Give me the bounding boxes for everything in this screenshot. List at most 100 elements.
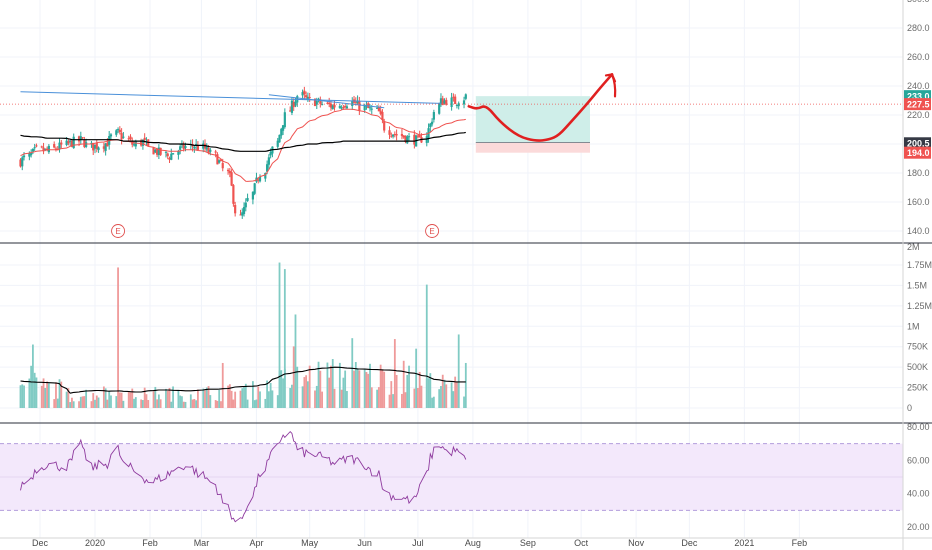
- candle-body: [67, 141, 70, 144]
- candle-body: [342, 107, 345, 109]
- volume-bar: [252, 381, 254, 408]
- candle-body: [143, 137, 146, 140]
- volume-bar: [340, 389, 343, 408]
- volume-bar: [328, 377, 331, 408]
- candle-body: [328, 102, 331, 105]
- volume-bar: [189, 394, 192, 408]
- x-tick-label: Jun: [357, 538, 372, 548]
- candle-body: [90, 142, 93, 144]
- volume-bar: [314, 390, 316, 408]
- volume-bar: [369, 363, 371, 408]
- candle-body: [179, 146, 182, 150]
- candle-body: [40, 146, 43, 148]
- volume-bar: [205, 387, 208, 408]
- volume-bar: [305, 375, 308, 408]
- candle-body: [351, 101, 354, 107]
- candle-body: [42, 147, 45, 152]
- volume-spike-bar: [117, 267, 119, 408]
- volume-bar: [142, 400, 144, 408]
- candle-body: [395, 134, 398, 136]
- price-tick-label: 180.0: [907, 168, 930, 178]
- candle-body: [141, 139, 145, 146]
- volume-bar: [19, 385, 22, 408]
- candle-body: [70, 140, 74, 147]
- volume-bar: [214, 400, 217, 408]
- candle-body: [303, 90, 306, 95]
- x-tick-label: Feb: [792, 538, 808, 548]
- x-tick-label: Dec: [32, 538, 49, 548]
- volume-bar: [147, 400, 150, 408]
- volume-bar: [276, 395, 279, 408]
- candle-body: [166, 153, 169, 157]
- volume-bar: [69, 402, 72, 408]
- volume-bar: [413, 388, 416, 408]
- volume-bar: [92, 393, 95, 408]
- candle-body: [283, 112, 286, 128]
- volume-bar: [463, 396, 465, 408]
- candle-body: [258, 176, 262, 182]
- candle-body: [129, 136, 132, 140]
- price-tick-label: 260.0: [907, 52, 930, 62]
- candle-body: [338, 106, 341, 109]
- volume-bar: [338, 362, 341, 408]
- candle-body: [292, 102, 295, 108]
- candle-body: [242, 206, 246, 214]
- candle-body: [462, 100, 466, 105]
- volume-bar: [227, 385, 229, 408]
- candle-body: [58, 142, 61, 150]
- volume-bar: [232, 399, 235, 408]
- candle-body: [159, 147, 162, 155]
- candle-body: [317, 98, 320, 100]
- volume-bar: [452, 391, 455, 408]
- trendline: [20, 91, 441, 104]
- volume-bar: [204, 390, 206, 408]
- volume-bar: [143, 387, 146, 408]
- candle-body: [226, 169, 230, 172]
- volume-bar: [102, 386, 105, 408]
- volume-bar: [95, 395, 98, 408]
- volume-bar: [157, 394, 160, 408]
- volume-bar: [67, 388, 70, 408]
- candle-body: [44, 148, 47, 150]
- candle-body: [301, 92, 304, 96]
- rsi-line: [20, 430, 467, 523]
- volume-bar: [209, 395, 212, 408]
- x-tick-label: 2021: [734, 538, 754, 548]
- candle-body: [430, 121, 434, 125]
- volume-bar: [35, 377, 38, 408]
- stop-zone: [475, 142, 590, 153]
- volume-bar: [432, 396, 435, 408]
- volume-bar: [44, 388, 47, 408]
- candle-body: [305, 95, 308, 98]
- candle-body: [253, 183, 256, 194]
- candle-body: [402, 135, 405, 138]
- volume-bar: [257, 386, 260, 408]
- x-tick-label: Feb: [142, 538, 158, 548]
- volume-bar: [417, 387, 419, 408]
- volume-bar: [354, 362, 357, 408]
- volume-bar: [441, 374, 444, 408]
- candle-body: [177, 151, 180, 155]
- candle-body: [182, 144, 185, 150]
- volume-bar: [319, 370, 322, 408]
- volume-bar: [390, 381, 393, 408]
- volume-bar: [383, 371, 386, 408]
- candle-body: [264, 172, 267, 179]
- candle-body: [244, 202, 247, 208]
- volume-bar: [30, 365, 33, 408]
- candle-body: [432, 112, 435, 120]
- candle-body: [454, 96, 457, 105]
- candle-body: [171, 153, 175, 155]
- volume-tick-label: 1M: [907, 321, 920, 331]
- candle-body: [230, 172, 233, 186]
- candle-body: [95, 142, 98, 149]
- candle-body: [418, 134, 421, 138]
- volume-bar: [168, 387, 171, 408]
- volume-bar: [365, 372, 368, 408]
- price-tick-label: 280.0: [907, 23, 930, 33]
- candle-body: [450, 97, 453, 107]
- volume-bar: [108, 391, 111, 408]
- price-badge-label: 227.5: [907, 99, 930, 109]
- candle-body: [289, 110, 292, 112]
